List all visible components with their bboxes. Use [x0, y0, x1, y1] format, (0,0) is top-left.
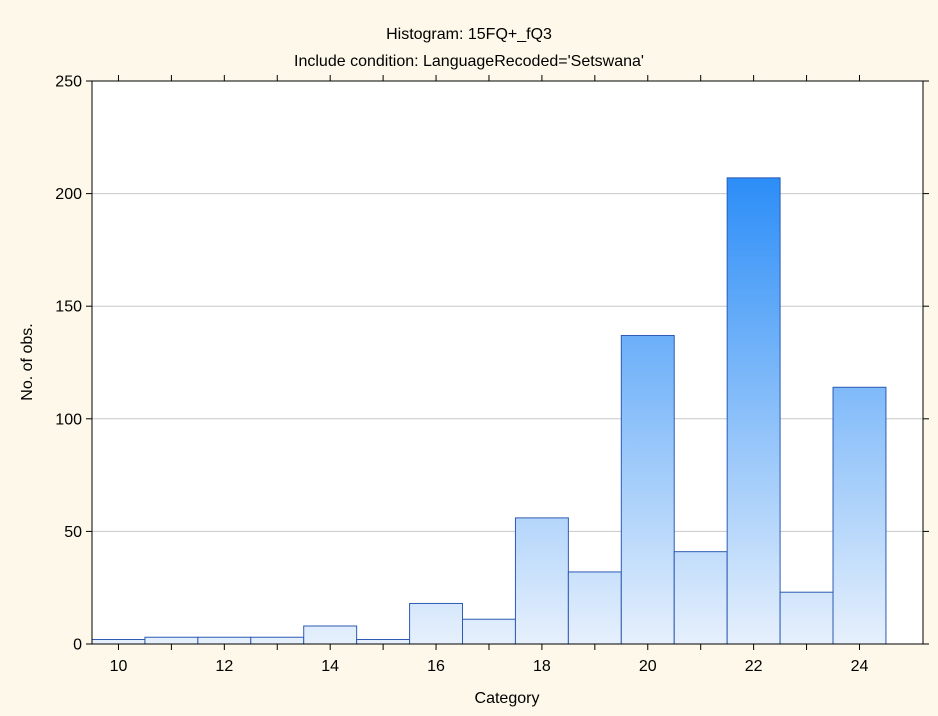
histogram-bar — [673, 551, 728, 645]
histogram-bar — [250, 636, 305, 645]
histogram-bar — [620, 334, 675, 645]
y-tick-label: 50 — [64, 524, 82, 541]
x-tick-label: 12 — [215, 658, 233, 675]
x-tick-label: 16 — [427, 658, 445, 675]
histogram-bar — [409, 602, 464, 645]
histogram-bar — [303, 625, 358, 645]
histogram-bar — [726, 177, 781, 645]
x-tick-label: 24 — [851, 658, 869, 675]
histogram-bar — [832, 386, 887, 645]
y-tick-label: 200 — [55, 186, 82, 203]
x-tick-label: 10 — [110, 658, 128, 675]
y-tick-label: 250 — [55, 74, 82, 91]
bars — [91, 177, 887, 645]
y-tick-label: 100 — [55, 411, 82, 428]
histogram-bar — [144, 636, 199, 645]
histogram-bar — [356, 638, 411, 645]
axes: 0 50 100 150 200 250 10 12 14 16 18 20 22 24 — [55, 74, 929, 675]
x-tick-label: 18 — [533, 658, 551, 675]
histogram-bar — [197, 636, 252, 645]
plot-area — [92, 81, 923, 644]
y-tick-label: 150 — [55, 299, 82, 316]
histogram-bar — [514, 517, 569, 645]
chart-subtitle: Include condition: LanguageRecoded='Sets… — [294, 53, 644, 70]
chart-title: Histogram: 15FQ+_fQ3 — [386, 26, 552, 43]
plot-frame — [91, 80, 924, 645]
histogram-bar — [779, 591, 834, 645]
x-tick-label: 14 — [321, 658, 339, 675]
x-tick-label: 22 — [745, 658, 763, 675]
histogram-bar — [567, 571, 622, 645]
x-tick-label: 20 — [639, 658, 657, 675]
histogram-bar — [91, 638, 146, 645]
histogram-bar — [462, 618, 516, 645]
x-axis-label: Category — [475, 690, 540, 707]
y-tick-label: 0 — [73, 637, 82, 654]
y-axis-label: No. of obs. — [19, 323, 36, 400]
grid-lines — [92, 193, 923, 532]
